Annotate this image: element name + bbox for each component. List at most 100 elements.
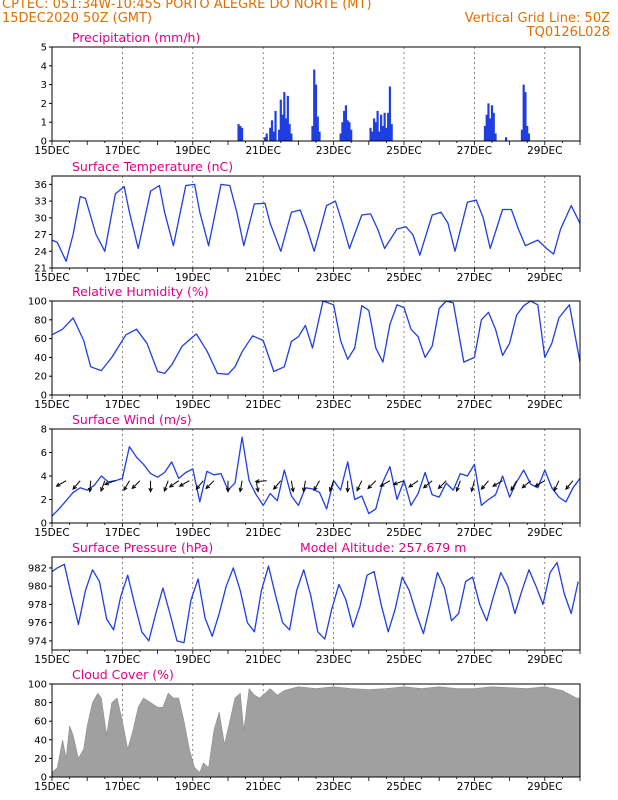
x-tick-label: 21DEC	[245, 527, 280, 539]
y-tick-label: 2	[41, 495, 47, 506]
precip-bar	[274, 110, 277, 141]
precip-bar	[494, 133, 497, 141]
wind-arrow	[104, 480, 116, 485]
precip-bar	[371, 131, 374, 141]
x-tick-label: 23DEC	[316, 399, 351, 411]
y-tick-label: 36	[34, 180, 47, 191]
y-tick-label: 20	[34, 754, 47, 765]
x-tick-label: 27DEC	[457, 781, 492, 793]
x-tick-label: 15DEC	[34, 781, 69, 793]
precip-bar	[284, 118, 288, 141]
panel-title: Relative Humidity (%)	[72, 284, 209, 299]
y-tick-label: 4	[41, 61, 47, 72]
y-tick-label: 5	[41, 43, 47, 54]
wind-arrow	[100, 480, 106, 492]
x-tick-label: 27DEC	[457, 654, 492, 666]
wind-arrow	[169, 480, 180, 488]
wind-arrowhead	[455, 487, 460, 493]
wind-arrow	[380, 480, 391, 487]
y-tick-label: 0	[41, 137, 47, 148]
precip-bar	[388, 86, 392, 141]
x-tick-label: 17DEC	[105, 399, 140, 411]
header-run-date: 15DEC2020 50Z (GMT)	[2, 11, 153, 26]
precip-bar	[374, 122, 377, 141]
x-tick-label: 21DEC	[245, 781, 280, 793]
x-tick-label: 27DEC	[457, 272, 492, 284]
wind-arrowhead	[470, 487, 475, 493]
panel-title: Precipitation (mm/h)	[72, 30, 200, 45]
precip-bar	[381, 125, 384, 141]
precip-bar	[313, 69, 316, 141]
y-tick-label: 60	[34, 334, 47, 345]
x-tick-label: 23DEC	[316, 272, 351, 284]
series-line	[51, 436, 581, 517]
wind-arrow	[131, 480, 141, 489]
x-tick-label: 15DEC	[34, 654, 69, 666]
wind-arrowhead	[534, 482, 540, 487]
wind-arrow	[510, 480, 518, 491]
y-tick-label: 980	[28, 582, 47, 593]
wind-arrow	[423, 480, 433, 489]
wind-arrowhead	[238, 487, 243, 493]
x-tick-label: 25DEC	[386, 654, 421, 666]
precip-bar	[344, 105, 348, 141]
wind-arrowhead	[254, 479, 260, 484]
wind-arrow	[313, 480, 320, 491]
precip-bar	[270, 120, 274, 141]
x-tick-label: 19DEC	[175, 654, 210, 666]
wind-arrow	[481, 480, 489, 490]
wind-arrow	[438, 480, 447, 489]
precip-bar	[286, 95, 289, 141]
wind-arrow	[163, 480, 169, 492]
x-tick-label: 23DEC	[316, 654, 351, 666]
precip-bar	[490, 105, 494, 141]
wind-arrowhead	[87, 487, 93, 493]
precip-bar	[339, 133, 342, 141]
precip-bar	[487, 103, 490, 141]
y-tick-label: 6	[41, 448, 47, 459]
series-line	[51, 561, 579, 644]
wind-arrow	[239, 480, 243, 492]
wind-arrow	[535, 480, 546, 487]
x-tick-label: 29DEC	[527, 272, 562, 284]
precip-bar	[279, 99, 282, 141]
wind-arrowhead	[510, 486, 515, 492]
precip-bar	[369, 127, 372, 141]
precip-bar	[346, 120, 349, 141]
wind-arrowhead	[103, 481, 110, 486]
wind-arrowhead	[131, 484, 137, 490]
x-tick-label: 25DEC	[386, 781, 421, 793]
wind-arrowhead	[422, 483, 428, 489]
y-tick-label: 40	[34, 735, 47, 746]
y-tick-label: 0	[41, 519, 47, 530]
header-grid-line: Vertical Grid Line: 50Z	[464, 11, 610, 26]
model-altitude: Model Altitude: 257.679 m	[300, 540, 466, 555]
x-tick-label: 15DEC	[34, 399, 69, 411]
wind-arrowhead	[301, 487, 307, 493]
y-tick-label: 30	[34, 213, 47, 224]
wind-arrow	[393, 480, 405, 485]
x-tick-label: 21DEC	[245, 272, 280, 284]
y-tick-label: 3	[41, 80, 47, 91]
x-tick-label: 25DEC	[386, 527, 421, 539]
x-tick-label: 19DEC	[175, 399, 210, 411]
panel-2: 21 24 27 30 33 36 15DEC 17DEC 19DEC 21DEC 23DEC 25D…	[34, 159, 581, 284]
wind-arrowhead	[392, 481, 398, 486]
wind-arrow	[255, 480, 259, 492]
y-tick-label: 1	[41, 118, 47, 129]
precip-bar	[380, 114, 383, 141]
x-tick-label: 19DEC	[175, 272, 210, 284]
wind-arrowhead	[521, 483, 527, 489]
precip-bar	[485, 114, 488, 141]
precip-bar	[239, 125, 242, 141]
x-tick-label: 17DEC	[105, 272, 140, 284]
wind-arrowhead	[290, 487, 295, 493]
x-tick-label: 21DEC	[245, 654, 280, 666]
y-tick-label: 27	[34, 230, 47, 241]
precip-bar	[283, 92, 286, 141]
wind-arrow	[195, 480, 204, 490]
series-line	[51, 183, 581, 262]
x-tick-label: 17DEC	[105, 654, 140, 666]
panel-3: 0 20 40 60 80 100 15DEC 17DEC 19DEC 21DEC 23DEC 25D…	[28, 284, 581, 411]
y-tick-label: 80	[34, 698, 47, 709]
